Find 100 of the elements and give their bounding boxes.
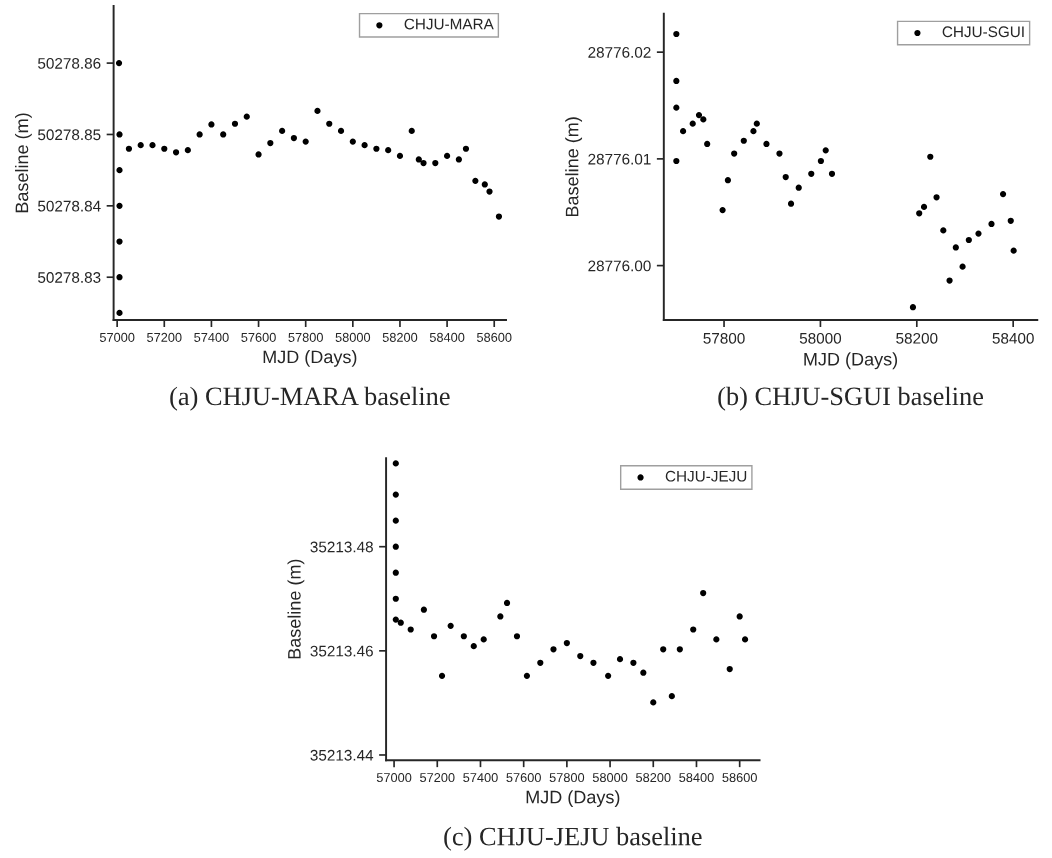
point xyxy=(616,656,624,663)
y-axis-title: Baseline (m) xyxy=(287,559,305,659)
point xyxy=(326,120,333,127)
point xyxy=(513,633,521,640)
point xyxy=(946,277,953,284)
point xyxy=(302,138,309,145)
point xyxy=(736,613,743,620)
point xyxy=(116,238,123,245)
point xyxy=(782,173,789,181)
point xyxy=(472,177,479,184)
point xyxy=(314,107,321,115)
point xyxy=(116,167,123,174)
point xyxy=(988,220,995,228)
point xyxy=(438,672,446,679)
point xyxy=(432,159,439,167)
point xyxy=(965,236,972,244)
point xyxy=(577,652,584,660)
point xyxy=(208,121,215,128)
point xyxy=(590,659,597,666)
point xyxy=(940,227,947,234)
point xyxy=(116,309,123,316)
point xyxy=(1007,217,1014,224)
point xyxy=(392,517,399,524)
x-axis-title: MJD (Days) xyxy=(526,790,620,807)
point xyxy=(975,230,982,237)
point xyxy=(563,639,570,647)
point xyxy=(550,646,557,653)
point xyxy=(1010,247,1017,254)
point xyxy=(753,120,760,127)
point xyxy=(392,616,399,623)
point xyxy=(537,659,544,666)
point xyxy=(455,156,462,163)
text: (a) CHJU-MARA baseline xyxy=(170,386,450,411)
point xyxy=(447,622,454,629)
point xyxy=(290,134,298,142)
point xyxy=(920,203,928,211)
point xyxy=(959,263,966,270)
point xyxy=(650,699,657,706)
point xyxy=(605,672,612,679)
point xyxy=(462,145,470,152)
point xyxy=(689,120,696,127)
point xyxy=(817,157,825,165)
point xyxy=(719,207,726,214)
point xyxy=(470,643,477,650)
point xyxy=(279,127,286,135)
point xyxy=(373,145,380,152)
point xyxy=(668,693,675,700)
point xyxy=(408,127,415,135)
point xyxy=(726,665,733,673)
point xyxy=(480,636,487,643)
point xyxy=(776,150,783,157)
point xyxy=(115,60,123,67)
point xyxy=(392,595,399,602)
point xyxy=(392,543,399,550)
point xyxy=(361,142,368,149)
point xyxy=(255,151,262,158)
point xyxy=(231,120,239,127)
text: (b) CHJU-SGUI baseline xyxy=(718,386,984,411)
point xyxy=(673,104,680,111)
point xyxy=(137,142,144,149)
point xyxy=(392,569,399,576)
point xyxy=(640,669,647,676)
x-axis-title: MJD (Days) xyxy=(804,352,898,370)
point xyxy=(933,194,940,201)
point xyxy=(503,599,511,607)
y-axis-title: Baseline (m) xyxy=(565,117,583,217)
point xyxy=(495,213,503,220)
point xyxy=(523,672,531,679)
point xyxy=(420,606,427,613)
point xyxy=(927,153,934,160)
point xyxy=(430,633,438,640)
point xyxy=(460,633,467,640)
point xyxy=(740,137,747,144)
point xyxy=(337,127,345,135)
point xyxy=(822,147,829,154)
point xyxy=(407,626,414,633)
point xyxy=(415,156,422,163)
point xyxy=(149,142,156,149)
point xyxy=(172,149,180,156)
point xyxy=(808,170,815,177)
point xyxy=(630,659,637,666)
point xyxy=(385,147,392,154)
point xyxy=(999,190,1007,198)
point xyxy=(396,152,404,159)
point xyxy=(267,139,274,147)
point xyxy=(116,202,123,209)
point xyxy=(481,181,488,188)
point xyxy=(196,131,203,138)
point xyxy=(397,619,404,626)
point xyxy=(497,613,504,620)
point xyxy=(679,128,687,135)
point xyxy=(724,177,732,184)
point xyxy=(392,491,399,498)
point xyxy=(750,128,757,135)
point xyxy=(828,170,836,177)
point xyxy=(690,626,697,633)
point xyxy=(184,147,191,154)
point xyxy=(695,112,703,119)
point xyxy=(787,200,795,207)
point xyxy=(116,131,123,138)
